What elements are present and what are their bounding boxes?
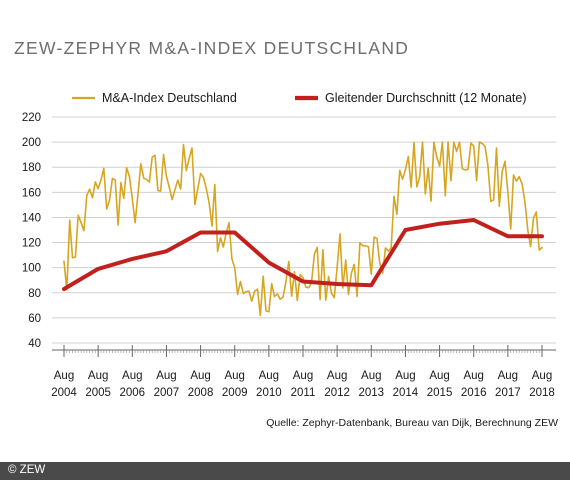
data-point-smooth — [199, 231, 202, 234]
x-tick-year: 2004 — [51, 387, 77, 399]
source-note: Quelle: Zephyr-Datenbank, Bureau van Dij… — [266, 417, 558, 429]
x-tick-year: 2007 — [154, 387, 180, 399]
x-tick-year: 2006 — [119, 387, 145, 399]
data-point-smooth — [404, 229, 407, 231]
x-tick-month: Aug — [156, 370, 176, 382]
data-point-smooth — [63, 288, 65, 290]
x-tick-month: Aug — [293, 370, 313, 382]
x-tick-year: 2008 — [188, 387, 214, 399]
x-tick-year: 2010 — [256, 387, 282, 399]
data-point-raw — [507, 191, 509, 194]
y-tick-label: 80 — [28, 288, 41, 300]
x-tick-year: 2016 — [461, 387, 487, 399]
x-tick-month: Aug — [122, 370, 142, 382]
data-point-raw — [302, 276, 304, 279]
y-tick-label: 140 — [22, 212, 41, 224]
data-point-smooth — [370, 284, 373, 287]
data-point-raw — [336, 266, 338, 269]
series-line-raw — [63, 141, 543, 317]
footer-bar: © ZEW — [0, 462, 570, 480]
data-point-raw — [472, 145, 475, 147]
x-tick-month: Aug — [532, 370, 552, 382]
legend-label-raw: M&A-Index Deutschland — [102, 91, 237, 105]
data-point-smooth — [268, 261, 270, 264]
y-axis: 40 60 80 100 120 140 160 180 200 220 — [22, 112, 41, 350]
series-layer — [62, 141, 544, 317]
y-tick-label: 120 — [22, 238, 41, 250]
legend: M&A-Index Deutschland Gleitender Durchsc… — [72, 91, 526, 105]
y-tick-label: 60 — [28, 313, 41, 325]
x-tick-month: Aug — [88, 370, 108, 382]
y-tick-label: 160 — [22, 187, 41, 199]
x-tick-year: 2018 — [529, 387, 555, 399]
x-tick-month: Aug — [429, 370, 449, 382]
data-point-smooth — [507, 235, 509, 238]
data-point-raw — [165, 175, 168, 177]
chart-title: ZEW-ZEPHYR M&A-INDEX DEUTSCHLAND — [14, 38, 410, 58]
data-point-raw — [97, 187, 99, 190]
x-tick-year: 2017 — [495, 387, 521, 399]
x-tick-year: 2015 — [427, 387, 453, 399]
data-point-raw — [404, 168, 407, 171]
x-tick-month: Aug — [224, 370, 244, 382]
data-point-raw — [268, 310, 270, 313]
x-tick-year: 2005 — [85, 387, 111, 399]
x-tick-month: Aug — [395, 370, 415, 382]
data-point-smooth — [541, 235, 543, 238]
y-tick-label: 40 — [28, 338, 41, 350]
y-tick-label: 200 — [22, 137, 41, 149]
y-tick-label: 100 — [22, 263, 41, 275]
data-point-smooth — [97, 268, 99, 270]
data-point-raw — [131, 197, 134, 200]
x-tick-month: Aug — [361, 370, 381, 382]
data-point-smooth — [302, 280, 304, 283]
data-point-smooth — [233, 231, 236, 234]
data-point-raw — [541, 246, 543, 249]
x-tick-year: 2013 — [358, 387, 384, 399]
y-tick-label: 220 — [22, 112, 41, 124]
x-tick-month: Aug — [54, 370, 74, 382]
x-tick-year: 2012 — [324, 387, 350, 399]
x-tick-month: Aug — [498, 370, 518, 382]
data-point-smooth — [472, 219, 475, 221]
legend-label-smooth: Gleitender Durchschnitt (12 Monate) — [325, 91, 526, 105]
data-point-smooth — [438, 222, 441, 225]
data-point-raw — [438, 165, 441, 167]
x-tick-month: Aug — [463, 370, 483, 382]
data-point-raw — [63, 260, 65, 263]
data-point-smooth — [131, 258, 134, 260]
data-point-raw — [233, 266, 236, 269]
x-tick-month: Aug — [259, 370, 279, 382]
x-tick-year: 2014 — [393, 387, 419, 399]
data-point-raw — [199, 172, 202, 175]
copyright-label: © ZEW — [8, 464, 46, 476]
grid-lines — [52, 116, 556, 344]
data-point-smooth — [165, 250, 168, 253]
x-axis: Aug 2004 Aug 2005 Aug 2006 Aug 2007 Aug 2008 Aug 20… — [51, 345, 556, 399]
x-tick-month: Aug — [327, 370, 347, 382]
data-point-raw — [370, 273, 373, 275]
x-tick-year: 2009 — [222, 387, 248, 399]
data-point-smooth — [336, 283, 338, 285]
x-tick-year: 2011 — [291, 387, 316, 399]
y-tick-label: 180 — [22, 162, 41, 174]
x-tick-month: Aug — [190, 370, 210, 382]
